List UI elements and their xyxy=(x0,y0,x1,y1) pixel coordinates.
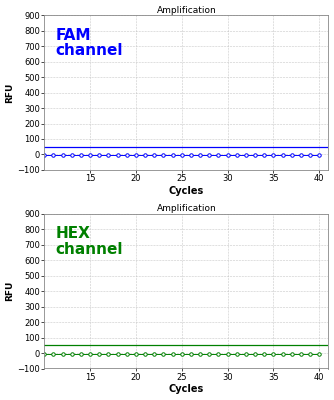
Text: FAM
channel: FAM channel xyxy=(56,28,123,58)
X-axis label: Cycles: Cycles xyxy=(169,384,204,394)
Title: Amplification: Amplification xyxy=(156,6,216,14)
X-axis label: Cycles: Cycles xyxy=(169,186,204,196)
Y-axis label: RFU: RFU xyxy=(6,281,15,302)
Y-axis label: RFU: RFU xyxy=(6,82,15,103)
Text: HEX
channel: HEX channel xyxy=(56,226,123,257)
Title: Amplification: Amplification xyxy=(156,204,216,213)
